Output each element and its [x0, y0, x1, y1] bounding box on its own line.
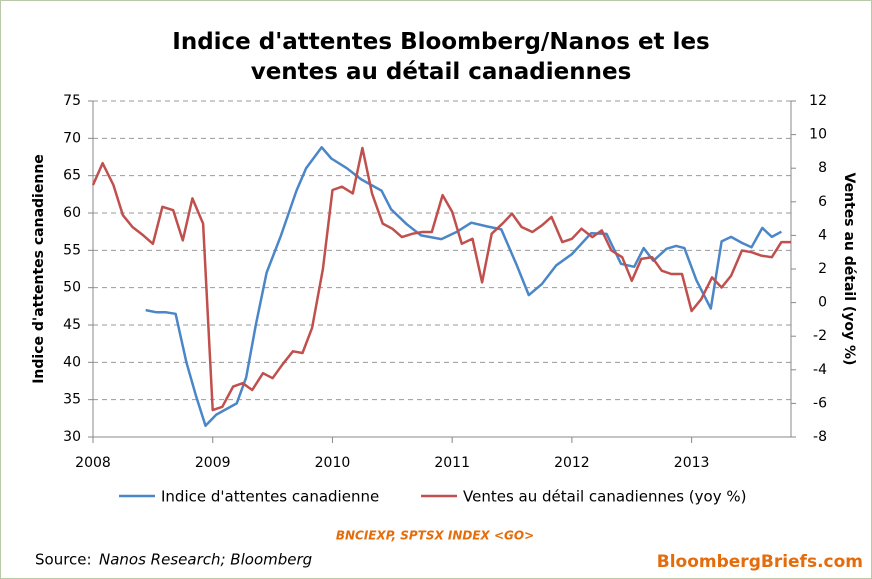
y-tick-label: 65 — [63, 168, 81, 184]
y2-tick-label: -8 — [813, 429, 827, 445]
y2-tick-label: 4 — [818, 227, 827, 243]
x-tick-label: 2008 — [75, 455, 111, 471]
source-label: Source: — [35, 551, 92, 569]
y-tick-label: 60 — [63, 205, 81, 221]
y-tick-label: 75 — [63, 93, 81, 109]
y-tick-label: 70 — [63, 130, 81, 146]
source-text: Nanos Research; Bloomberg — [99, 551, 312, 569]
x-tick-label: 2011 — [434, 455, 470, 471]
x-tick-label: 2013 — [674, 455, 710, 471]
x-tick-label: 2012 — [554, 455, 590, 471]
chart-title: Indice d'attentes Bloomberg/Nanos et les… — [172, 29, 710, 85]
y2-tick-label: -4 — [813, 362, 827, 378]
brand: BloombergBriefs.com — [657, 552, 863, 572]
y-tick-label: 55 — [63, 242, 81, 258]
y-axis-title: Indice d'attentes canadienne — [31, 154, 47, 384]
legend-label: Indice d'attentes canadienne — [161, 488, 379, 506]
y2-tick-label: 2 — [818, 261, 827, 277]
x-tick-label: 2009 — [195, 455, 231, 471]
y2-tick-label: 0 — [818, 295, 827, 311]
y-tick-label: 50 — [63, 280, 81, 296]
y2-tick-label: -2 — [813, 328, 827, 344]
y-tick-label: 45 — [63, 317, 81, 333]
legend-label: Ventes au détail canadiennes (yoy %) — [463, 488, 746, 506]
x-tick-label: 2010 — [315, 455, 351, 471]
series-line — [91, 146, 791, 412]
y-tick-label: 40 — [63, 354, 81, 370]
tickers-note: BNCIEXP, SPTSX INDEX <GO> — [336, 529, 534, 543]
y2-tick-label: -6 — [813, 395, 827, 411]
y2-tick-label: 8 — [818, 160, 827, 176]
y2-tick-label: 10 — [809, 127, 827, 143]
series-line — [145, 146, 782, 428]
y2-tick-label: 6 — [818, 194, 827, 210]
y2-tick-label: 12 — [809, 93, 827, 109]
y-tick-label: 35 — [63, 392, 81, 408]
y2-axis-title: Ventes au détail (yoy %) — [841, 173, 857, 366]
y-tick-label: 30 — [63, 429, 81, 445]
